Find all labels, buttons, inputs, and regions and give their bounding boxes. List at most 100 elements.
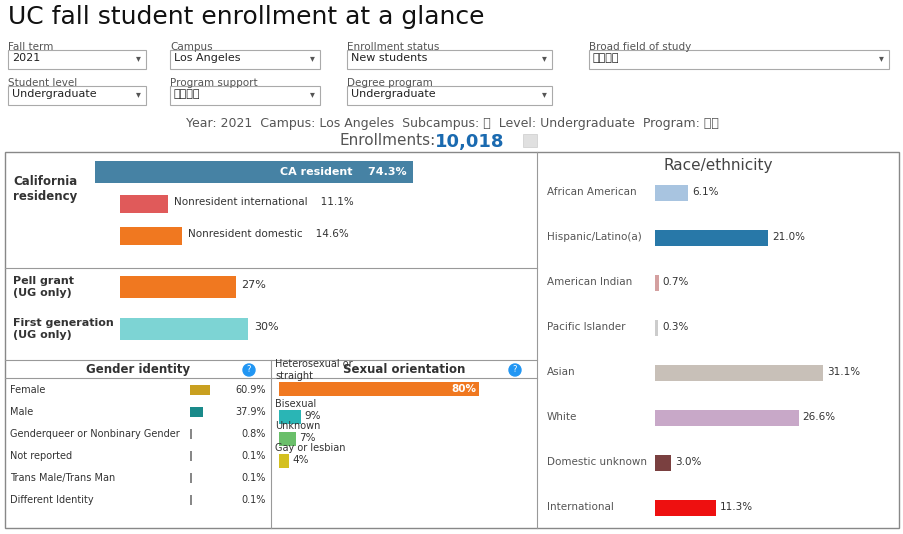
Text: （全部）: （全部） [592, 53, 619, 63]
FancyBboxPatch shape [5, 152, 898, 528]
Text: Campus: Campus [170, 42, 212, 52]
Text: New students: New students [350, 53, 427, 63]
FancyBboxPatch shape [8, 86, 146, 105]
Text: 7%: 7% [299, 433, 316, 443]
FancyBboxPatch shape [655, 365, 822, 381]
Text: 60.9%: 60.9% [236, 385, 265, 395]
FancyBboxPatch shape [190, 407, 202, 417]
FancyBboxPatch shape [190, 429, 191, 439]
Text: Enrollment status: Enrollment status [347, 42, 439, 52]
Text: Pell grant
(UG only): Pell grant (UG only) [13, 276, 74, 297]
Text: 6.1%: 6.1% [691, 187, 718, 197]
Text: ▾: ▾ [878, 53, 883, 63]
FancyBboxPatch shape [170, 86, 320, 105]
Text: 4%: 4% [292, 455, 308, 465]
Text: 0.3%: 0.3% [661, 322, 687, 332]
FancyBboxPatch shape [120, 276, 236, 298]
Text: Genderqueer or Nonbinary Gender: Genderqueer or Nonbinary Gender [10, 429, 180, 439]
FancyBboxPatch shape [655, 455, 670, 471]
Text: 0.1%: 0.1% [241, 473, 265, 483]
Text: ?: ? [247, 365, 251, 374]
FancyBboxPatch shape [190, 451, 191, 461]
Text: Nonresident domestic    14.6%: Nonresident domestic 14.6% [189, 229, 349, 239]
FancyBboxPatch shape [279, 432, 296, 446]
Text: Sexual orientation: Sexual orientation [342, 363, 465, 376]
Text: Gender identity: Gender identity [86, 363, 190, 376]
Circle shape [508, 364, 520, 376]
FancyBboxPatch shape [655, 320, 657, 336]
Text: Year: 2021  Campus: Los Angeles  Subcampus: 无  Level: Undergraduate  Program: 全部: Year: 2021 Campus: Los Angeles Subcampus… [185, 117, 718, 130]
Text: 0.1%: 0.1% [241, 451, 265, 461]
Text: ▾: ▾ [542, 53, 546, 63]
Text: Trans Male/Trans Man: Trans Male/Trans Man [10, 473, 115, 483]
Text: 3.0%: 3.0% [675, 457, 701, 467]
Text: 2021: 2021 [12, 53, 41, 63]
Text: 9%: 9% [304, 411, 321, 421]
Text: Unknown: Unknown [275, 421, 320, 431]
FancyBboxPatch shape [347, 86, 552, 105]
Text: 27%: 27% [241, 280, 266, 290]
FancyBboxPatch shape [120, 195, 167, 213]
FancyBboxPatch shape [589, 50, 888, 69]
FancyBboxPatch shape [170, 50, 320, 69]
Text: Fall term: Fall term [8, 42, 53, 52]
Text: ▾: ▾ [310, 89, 314, 99]
FancyBboxPatch shape [190, 385, 209, 395]
Text: African American: African American [546, 187, 636, 197]
Text: 0.8%: 0.8% [241, 429, 265, 439]
FancyBboxPatch shape [95, 161, 413, 183]
Text: 21.0%: 21.0% [771, 232, 805, 242]
Text: Pacific Islander: Pacific Islander [546, 322, 625, 332]
Text: ▾: ▾ [310, 53, 314, 63]
Text: 37.9%: 37.9% [235, 407, 265, 417]
Text: Asian: Asian [546, 367, 575, 377]
Text: Domestic unknown: Domestic unknown [546, 457, 647, 467]
Text: Hispanic/Latino(a): Hispanic/Latino(a) [546, 232, 641, 242]
Text: First generation
(UG only): First generation (UG only) [13, 318, 114, 340]
Text: Race/ethnicity: Race/ethnicity [663, 158, 772, 173]
Text: CA resident    74.3%: CA resident 74.3% [280, 167, 406, 177]
Text: Heterosexual or
straight: Heterosexual or straight [275, 359, 352, 381]
FancyBboxPatch shape [655, 230, 768, 246]
Text: Los Angeles: Los Angeles [173, 53, 240, 63]
Text: International: International [546, 502, 613, 512]
FancyBboxPatch shape [120, 227, 182, 245]
Text: Gay or lesbian: Gay or lesbian [275, 443, 345, 453]
FancyBboxPatch shape [655, 275, 658, 291]
Text: Undergraduate: Undergraduate [350, 89, 435, 99]
Text: Female: Female [10, 385, 45, 395]
Text: American Indian: American Indian [546, 277, 631, 287]
Text: ?: ? [512, 365, 517, 374]
Text: 10,018: 10,018 [434, 133, 504, 151]
FancyBboxPatch shape [655, 410, 797, 426]
Text: ▾: ▾ [542, 89, 546, 99]
Text: 30%: 30% [254, 322, 279, 332]
Text: California
residency: California residency [13, 175, 77, 203]
FancyBboxPatch shape [347, 50, 552, 69]
Text: （全部）: （全部） [173, 89, 200, 99]
Text: Nonresident international    11.1%: Nonresident international 11.1% [173, 197, 353, 207]
Text: Broad field of study: Broad field of study [589, 42, 691, 52]
Text: Bisexual: Bisexual [275, 399, 316, 409]
Text: Not reported: Not reported [10, 451, 72, 461]
Text: Male: Male [10, 407, 33, 417]
Text: 26.6%: 26.6% [802, 412, 835, 422]
FancyBboxPatch shape [279, 410, 302, 424]
FancyBboxPatch shape [279, 454, 289, 468]
FancyBboxPatch shape [190, 495, 191, 505]
FancyBboxPatch shape [655, 500, 715, 516]
Text: Different Identity: Different Identity [10, 495, 94, 505]
FancyBboxPatch shape [8, 50, 146, 69]
Text: White: White [546, 412, 577, 422]
Text: ▾: ▾ [135, 89, 141, 99]
Text: 0.7%: 0.7% [662, 277, 688, 287]
Text: 11.3%: 11.3% [719, 502, 752, 512]
FancyBboxPatch shape [655, 185, 687, 201]
Text: 80%: 80% [451, 384, 476, 394]
Text: Program support: Program support [170, 78, 257, 88]
FancyBboxPatch shape [120, 318, 248, 340]
Text: Undergraduate: Undergraduate [12, 89, 97, 99]
Text: 31.1%: 31.1% [826, 367, 859, 377]
Circle shape [243, 364, 255, 376]
FancyBboxPatch shape [523, 134, 536, 147]
